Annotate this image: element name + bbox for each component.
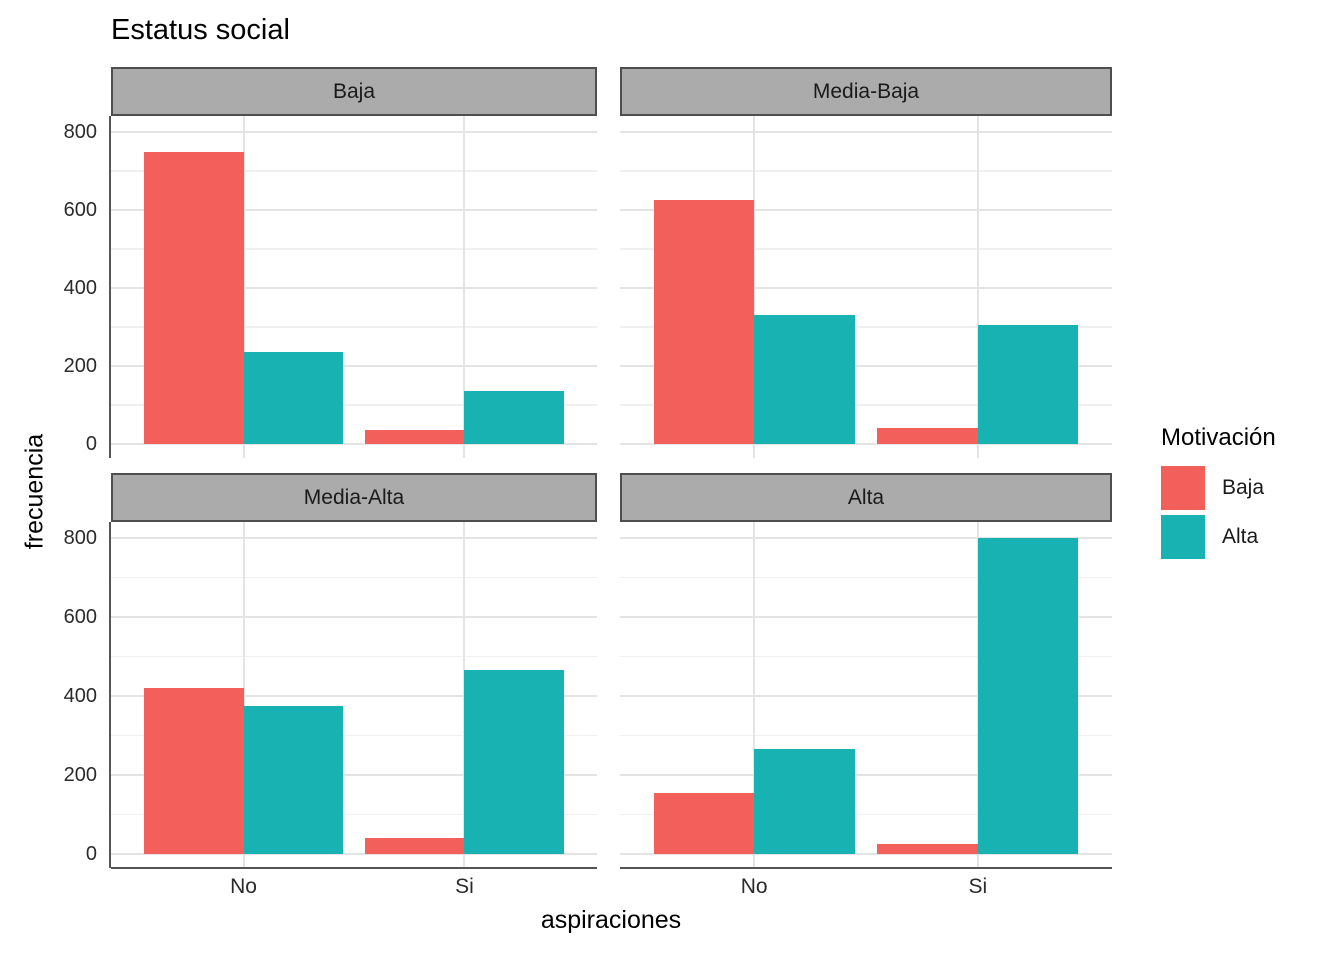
bar-alta-si-alta bbox=[977, 538, 1079, 854]
x-tick-label: Si bbox=[968, 875, 988, 898]
gridline-minor bbox=[111, 734, 597, 737]
gridline-major bbox=[620, 695, 1112, 697]
bar-media-baja-si-baja bbox=[877, 428, 978, 444]
gridline-vertical-si bbox=[976, 116, 979, 458]
y-tick-label: 0 bbox=[85, 843, 97, 865]
gridline-minor bbox=[111, 655, 597, 658]
gridline-major bbox=[111, 365, 597, 367]
y-tick-label: 200 bbox=[63, 764, 97, 786]
gridline-major bbox=[111, 616, 597, 618]
x-axis-line bbox=[620, 866, 1112, 869]
gridline-major bbox=[111, 695, 597, 697]
gridline-major bbox=[111, 853, 597, 855]
gridline-minor bbox=[620, 655, 1112, 658]
x-axis-line bbox=[111, 866, 597, 869]
gridline-major bbox=[111, 287, 597, 289]
gridline-vertical-si bbox=[463, 116, 466, 458]
gridline-minor bbox=[111, 576, 597, 579]
gridline-minor bbox=[620, 576, 1112, 579]
bar-alta-no-alta bbox=[754, 749, 855, 854]
gridline-major bbox=[620, 287, 1112, 289]
legend-entry-alta: Alta bbox=[1161, 515, 1336, 559]
gridline-major bbox=[111, 131, 597, 133]
bar-media-baja-si-alta bbox=[977, 325, 1079, 444]
facet-strip-media-alta: Media-Alta bbox=[111, 473, 597, 522]
gridline-minor bbox=[111, 170, 597, 172]
legend: Motivación Baja Alta bbox=[1161, 426, 1336, 564]
gridline-minor bbox=[620, 734, 1112, 737]
x-tick-label: No bbox=[230, 875, 257, 898]
gridline-minor bbox=[620, 326, 1112, 328]
bar-alta-no-baja bbox=[653, 792, 755, 854]
y-tick-label: 800 bbox=[63, 121, 97, 143]
legend-entry-baja: Baja bbox=[1161, 466, 1336, 510]
gridline-major bbox=[620, 443, 1112, 445]
y-axis-title: frecuencia bbox=[20, 433, 49, 550]
gridline-vertical-no bbox=[753, 522, 756, 868]
x-tick-label: Si bbox=[455, 875, 474, 898]
bar-baja-si-baja bbox=[365, 430, 465, 444]
facet-strip-alta: Alta bbox=[620, 473, 1112, 522]
gridline-minor bbox=[111, 813, 597, 816]
facet-strip-baja: Baja bbox=[111, 67, 597, 116]
facet-panel-alta bbox=[620, 522, 1112, 868]
gridline-vertical-no bbox=[242, 522, 245, 868]
x-tick-label: No bbox=[740, 875, 768, 898]
y-tick-label: 600 bbox=[63, 606, 97, 628]
gridline-major bbox=[111, 443, 597, 445]
legend-key-alta-swatch bbox=[1161, 515, 1205, 559]
gridline-major bbox=[111, 209, 597, 211]
y-tick-label: 400 bbox=[63, 685, 97, 707]
y-axis-line bbox=[108, 116, 111, 458]
gridline-major bbox=[620, 365, 1112, 367]
facet-strip-media-baja: Media-Baja bbox=[620, 67, 1112, 116]
y-tick-label: 600 bbox=[63, 199, 97, 221]
gridline-minor bbox=[620, 170, 1112, 172]
gridline-major bbox=[111, 774, 597, 776]
legend-key-alta-label: Alta bbox=[1222, 525, 1259, 548]
legend-key-baja-swatch bbox=[1161, 466, 1205, 510]
legend-title: Motivación bbox=[1161, 424, 1276, 451]
gridline-vertical-no bbox=[242, 116, 245, 458]
gridline-minor bbox=[620, 813, 1112, 816]
y-tick-label: 200 bbox=[63, 355, 97, 377]
legend-key-baja-label: Baja bbox=[1222, 476, 1265, 499]
x-axis-title: aspiraciones bbox=[540, 906, 682, 934]
y-tick-label: 0 bbox=[85, 433, 97, 455]
y-tick-label: 800 bbox=[63, 527, 97, 549]
facet-panel-baja bbox=[111, 116, 597, 458]
gridline-major bbox=[620, 774, 1112, 776]
bar-media-alta-no-baja bbox=[144, 688, 244, 854]
gridline-major bbox=[620, 853, 1112, 855]
facet-panel-media-alta bbox=[111, 522, 597, 868]
bar-alta-si-baja bbox=[877, 844, 978, 854]
bar-baja-no-baja bbox=[144, 151, 244, 444]
gridline-minor bbox=[111, 248, 597, 250]
chart-title: Estatus social bbox=[111, 14, 290, 46]
gridline-minor bbox=[111, 404, 597, 406]
gridline-major bbox=[620, 616, 1112, 618]
bar-media-alta-no-alta bbox=[243, 705, 343, 854]
bar-media-alta-si-baja bbox=[365, 838, 465, 854]
facet-panel-media-baja bbox=[620, 116, 1112, 458]
bar-media-baja-no-baja bbox=[653, 200, 755, 444]
bar-baja-no-alta bbox=[243, 352, 343, 444]
gridline-major bbox=[620, 537, 1112, 539]
gridline-minor bbox=[620, 248, 1112, 250]
bar-media-baja-no-alta bbox=[754, 315, 855, 444]
gridline-major bbox=[620, 131, 1112, 133]
gridline-minor bbox=[111, 326, 597, 328]
y-axis-line bbox=[108, 522, 111, 868]
gridline-minor bbox=[620, 404, 1112, 406]
gridline-vertical-no bbox=[753, 116, 756, 458]
bar-media-alta-si-alta bbox=[464, 670, 564, 854]
y-tick-label: 400 bbox=[63, 277, 97, 299]
bar-baja-si-alta bbox=[464, 391, 564, 444]
gridline-major bbox=[620, 209, 1112, 211]
gridline-major bbox=[111, 537, 597, 539]
